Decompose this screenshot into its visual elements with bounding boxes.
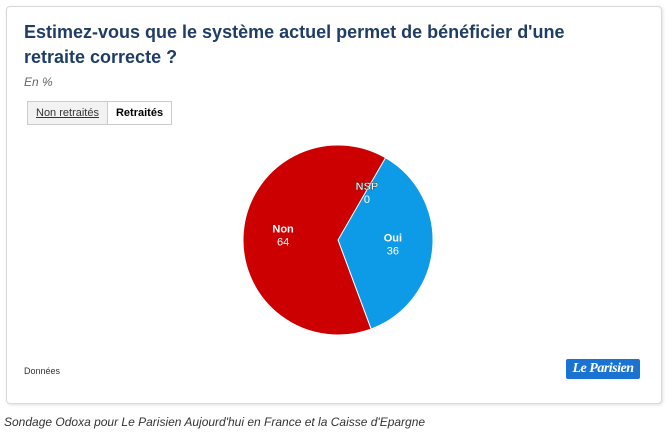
pie-slice-non[interactable]: [242, 144, 387, 336]
pie-label-value-nsp: 0: [364, 194, 370, 206]
unit-label: En %: [24, 75, 53, 89]
pie-label-name-oui: Oui: [384, 233, 402, 245]
pie-label-value-non: 64: [277, 236, 289, 248]
tab-bar: Non retraités Retraités: [27, 101, 173, 125]
pie-slice-oui[interactable]: [337, 157, 434, 330]
chart-title: Estimez-vous que le système actuel perme…: [24, 22, 565, 67]
tab-non-retraites[interactable]: Non retraités: [28, 102, 108, 124]
pie-label-name-non: Non: [272, 223, 294, 235]
pie-label-name-nsp: NSP: [356, 181, 379, 193]
le-parisien-logo[interactable]: Le Parisien: [566, 359, 640, 379]
data-link[interactable]: Données: [24, 366, 61, 376]
source-note: Sondage Odoxa pour Le Parisien Aujourd'h…: [4, 415, 426, 429]
tab-retraites[interactable]: Retraités: [107, 102, 172, 124]
pie-label-value-oui: 36: [387, 246, 399, 258]
